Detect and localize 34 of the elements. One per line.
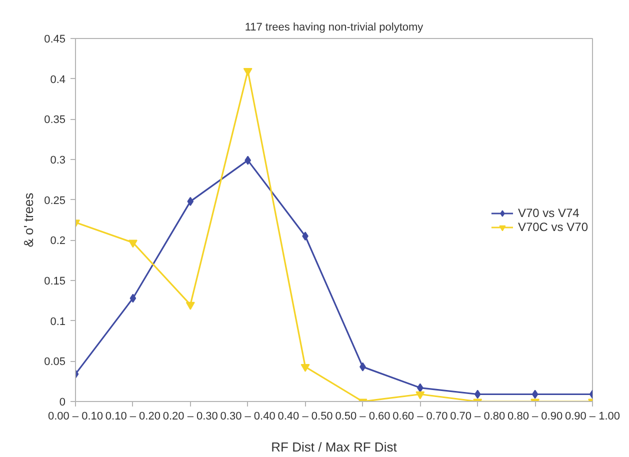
point	[187, 196, 194, 206]
point	[474, 390, 481, 399]
y-tick-label: 0.15	[44, 276, 66, 288]
legend-label: V70 vs V74	[518, 206, 580, 220]
y-tick-label: 0.35	[44, 114, 66, 126]
y-tick-label: 0.45	[44, 34, 66, 46]
y-tick-label: 0.2	[50, 235, 66, 248]
y-axis-title: & o' trees	[21, 192, 36, 248]
point	[532, 390, 538, 399]
x-tick-label: 0.80 – 0.90	[508, 410, 563, 422]
x-tick-label: 0.30 – 0.40	[220, 410, 276, 422]
chart-title: 117 trees having non-trivial polytomy	[244, 22, 424, 34]
x-tick-label: 0.40 – 0.50	[278, 410, 333, 422]
x-tick-label: 0.90 – 1.00	[564, 410, 620, 422]
y-tick-label: 0.25	[44, 194, 66, 207]
x-tick-label: 0.20 – 0.30	[162, 410, 218, 422]
point	[243, 68, 252, 76]
y-tick-label: 0.1	[50, 316, 66, 328]
x-tick-label: 0.60 – 0.70	[392, 410, 448, 422]
y-tick-label: 0.4	[50, 74, 66, 86]
x-tick-label: 0.50 – 0.60	[335, 410, 390, 422]
x-tick-label: 0.10 – 0.20	[105, 410, 160, 422]
x-tick-label: 0.70 – 0.80	[450, 410, 506, 422]
point	[416, 391, 425, 400]
point	[300, 364, 310, 372]
legend-label: V70C vs V70	[518, 220, 588, 234]
point	[128, 240, 138, 248]
point	[130, 294, 136, 303]
y-tick-label: 0.3	[50, 154, 66, 166]
x-tick-label: 0.00 – 0.10	[48, 410, 104, 422]
x-axis-title: RF Dist / Max RF Dist	[271, 440, 398, 454]
point	[186, 302, 195, 310]
y-tick-label: 0	[59, 396, 66, 408]
y-tick-label: 0.05	[44, 356, 66, 368]
